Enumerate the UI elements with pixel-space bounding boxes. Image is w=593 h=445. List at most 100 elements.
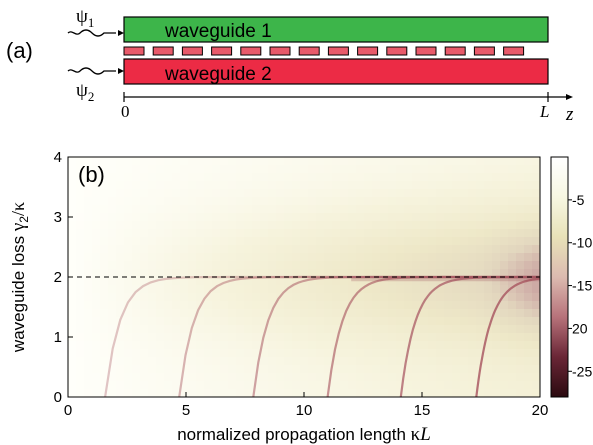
heatmap-cell [156,285,165,294]
heatmap-cell [340,373,349,382]
heatmap-cell [68,373,77,382]
heatmap-cell [220,213,229,222]
heatmap-cell [196,285,205,294]
heatmap-cell [436,173,445,182]
heatmap-cell [132,381,141,390]
heatmap-cell [236,205,245,214]
grating-tooth [269,46,291,56]
heatmap-cell [92,189,101,198]
heatmap-cell [236,357,245,366]
heatmap-cell [316,373,325,382]
heatmap-cell [500,181,509,190]
heatmap-cell [316,237,325,246]
heatmap-cell [516,221,525,230]
heatmap-cell [420,261,429,270]
heatmap-cell [84,261,93,270]
heatmap-cell [492,157,501,166]
heatmap-cell [196,157,205,166]
heatmap-cell [340,365,349,374]
heatmap-cell [348,277,357,286]
heatmap-cell [420,189,429,198]
heatmap-cell [268,253,277,262]
heatmap-cell [372,301,381,310]
heatmap-cell [460,253,469,262]
heatmap-cell [516,349,525,358]
heatmap-cell [100,213,109,222]
heatmap-cell [468,261,477,270]
heatmap-cell [428,229,437,238]
heatmap-cell [468,205,477,214]
heatmap-cell [212,309,221,318]
grating-tooth [357,46,379,56]
heatmap-cell [116,317,125,326]
heatmap-cell [452,349,461,358]
heatmap-cell [332,237,341,246]
heatmap-cell [516,269,525,278]
heatmap-cell [396,157,405,166]
heatmap-cell [420,349,429,358]
waveguide-2 [123,58,549,85]
heatmap-cell [324,277,333,286]
heatmap-cell [276,205,285,214]
heatmap-cell [292,317,301,326]
heatmap-cell [388,269,397,278]
heatmap-cell [300,229,309,238]
heatmap-cell [412,157,421,166]
heatmap-cell [316,165,325,174]
heatmap-cell [412,245,421,254]
heatmap-cell [116,213,125,222]
heatmap-cell [356,365,365,374]
heatmap-cell [92,229,101,238]
heatmap-cell [524,173,533,182]
heatmap-cell [228,277,237,286]
heatmap-cell [348,229,357,238]
heatmap-cell [468,357,477,366]
heatmap-cell [452,293,461,302]
heatmap-cell [524,309,533,318]
heatmap-cell [108,301,117,310]
heatmap-cell [236,301,245,310]
heatmap-cell [148,157,157,166]
heatmap-cell [524,269,533,278]
heatmap-cell [252,301,261,310]
heatmap-cell [316,341,325,350]
heatmap-cell [308,221,317,230]
heatmap-cell [276,245,285,254]
heatmap-cell [444,357,453,366]
heatmap-cell [116,277,125,286]
heatmap-cell [388,317,397,326]
heatmap-cell [236,349,245,358]
heatmap-cell [420,309,429,318]
heatmap-cell [164,357,173,366]
heatmap-cell [260,197,269,206]
heatmap-cell [292,253,301,262]
heatmap-cell [68,341,77,350]
heatmap-cell [452,197,461,206]
heatmap-cell [132,301,141,310]
heatmap-cell [236,221,245,230]
heatmap-cell [92,285,101,294]
heatmap-cell [420,277,429,286]
heatmap-cell [164,261,173,270]
heatmap-cell [532,181,540,190]
heatmap-cell [180,221,189,230]
heatmap-cell [396,253,405,262]
heatmap-cell [76,357,85,366]
heatmap-cell [132,365,141,374]
heatmap-cell [444,181,453,190]
heatmap-cell [404,285,413,294]
heatmap-cell [236,285,245,294]
heatmap-cell [148,325,157,334]
heatmap-cell [388,213,397,222]
heatmap-cell [180,277,189,286]
heatmap-cell [372,165,381,174]
heatmap-cell [244,277,253,286]
heatmap-cell [388,229,397,238]
heatmap-cell [196,189,205,198]
heatmap-cell [364,165,373,174]
heatmap-cell [444,173,453,182]
heatmap-cell [452,285,461,294]
heatmap-cell [332,365,341,374]
heatmap-cell [404,197,413,206]
